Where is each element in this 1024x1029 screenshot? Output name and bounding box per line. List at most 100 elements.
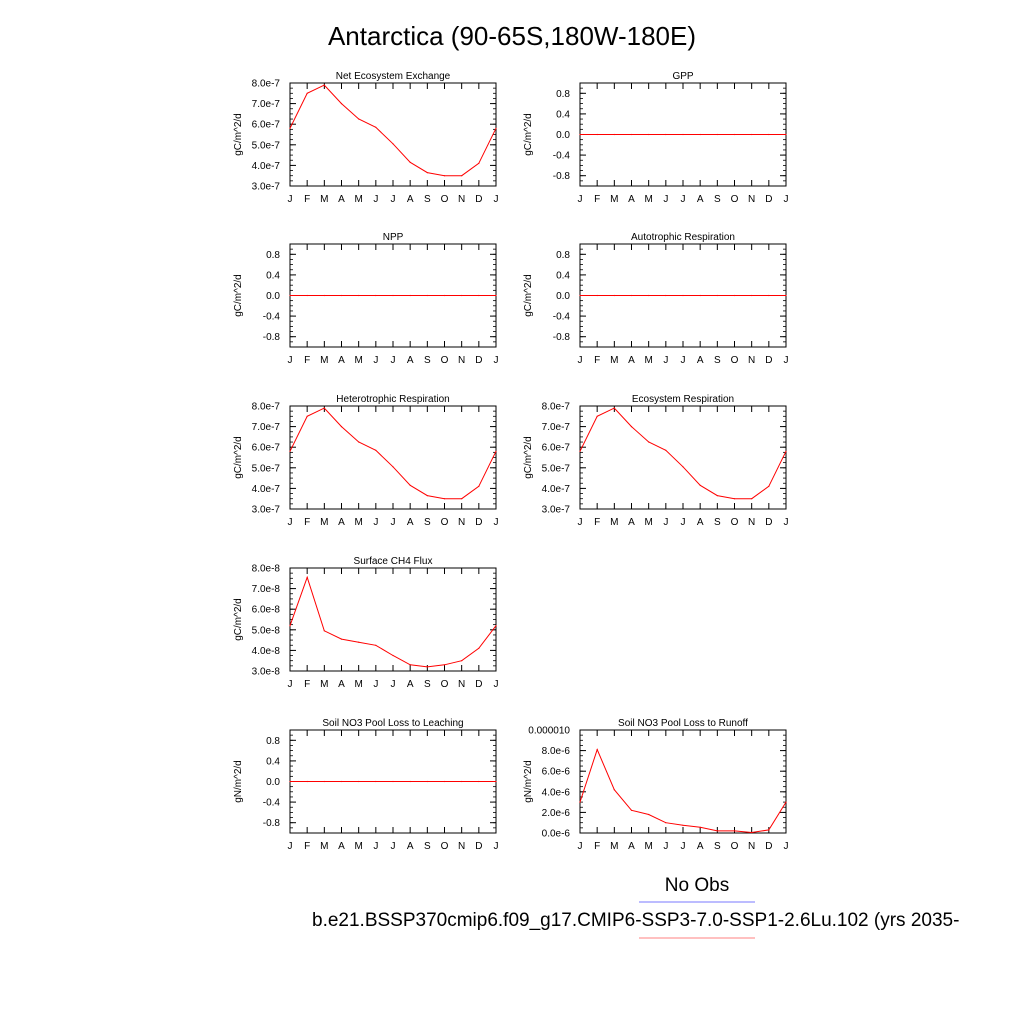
y-tick-label: 0.0 — [266, 777, 280, 788]
data-point — [392, 466, 394, 468]
x-tick-label: M — [354, 517, 362, 528]
x-tick-label: J — [391, 355, 396, 366]
x-tick-label: M — [354, 194, 362, 205]
y-tick-label: 3.0e-8 — [252, 667, 281, 678]
data-point — [630, 133, 633, 136]
x-tick-label: A — [338, 679, 345, 690]
x-tick-label: M — [610, 841, 618, 852]
figure-title: Antarctica (90-65S,180W-180E) — [328, 21, 696, 51]
x-tick-label: M — [320, 679, 328, 690]
panel-title: Soil NO3 Pool Loss to Leaching — [322, 718, 463, 729]
x-tick-label: F — [594, 194, 600, 205]
x-tick-label: M — [644, 517, 652, 528]
data-point — [751, 498, 753, 500]
plot-frame — [289, 82, 497, 187]
x-tick-label: J — [663, 355, 668, 366]
plot-frame — [579, 405, 787, 510]
data-point — [426, 780, 428, 783]
y-tick-label: 4.0e-7 — [542, 484, 571, 495]
data-point — [289, 780, 291, 783]
data-point — [358, 441, 360, 443]
x-tick-label: J — [784, 194, 789, 205]
data-point — [478, 485, 480, 487]
x-tick-label: S — [714, 355, 721, 366]
data-point — [665, 449, 667, 451]
y-tick-label: 0.4 — [266, 756, 280, 767]
y-tick-label: 7.0e-8 — [252, 584, 281, 595]
data-point — [733, 294, 736, 297]
x-tick-label: M — [320, 355, 328, 366]
x-tick-label: A — [628, 517, 635, 528]
x-tick-label: J — [784, 355, 789, 366]
x-tick-label: A — [697, 355, 704, 366]
x-tick-label: O — [441, 355, 449, 366]
data-point — [751, 133, 753, 136]
x-tick-label: J — [681, 194, 686, 205]
data-point — [478, 780, 480, 783]
x-tick-label: N — [458, 194, 465, 205]
data-point — [768, 294, 770, 297]
chart-panel: Ecosystem Respiration gC/m^2/d 3.0e-7 4.0e-… — [523, 394, 789, 528]
y-axis-label: gC/m^2/d — [523, 436, 534, 479]
data-point — [665, 133, 667, 136]
data-point — [699, 484, 701, 486]
x-tick-label: J — [494, 679, 499, 690]
data-point — [289, 294, 291, 297]
y-tick-label: 4.0e-8 — [252, 646, 281, 657]
data-point — [478, 647, 480, 649]
data-point — [785, 133, 787, 136]
y-tick-label: 0.4 — [556, 270, 570, 281]
data-point — [648, 133, 650, 136]
y-axis-label: gC/m^2/d — [233, 436, 244, 479]
data-point — [596, 749, 598, 751]
data-point — [630, 426, 633, 428]
x-tick-label: S — [714, 517, 721, 528]
y-tick-label: -0.8 — [553, 171, 571, 182]
x-tick-label: D — [475, 841, 482, 852]
x-tick-label: S — [424, 355, 431, 366]
data-point — [665, 822, 667, 824]
x-tick-label: O — [441, 194, 449, 205]
x-tick-label: A — [407, 517, 414, 528]
data-point — [323, 294, 325, 297]
data-point — [340, 294, 343, 297]
data-point — [375, 126, 377, 128]
y-tick-label: -0.4 — [263, 798, 281, 809]
data-point — [306, 780, 308, 783]
data-point — [461, 498, 463, 500]
x-tick-label: F — [594, 841, 600, 852]
x-tick-label: S — [714, 194, 721, 205]
plot-frame — [289, 405, 497, 510]
x-tick-label: M — [320, 517, 328, 528]
x-tick-label: A — [407, 194, 414, 205]
legend-label-model: b.e21.BSSP370cmip6.f09_g17.CMIP6-SSP3-7.… — [312, 910, 959, 931]
x-tick-label: D — [765, 194, 772, 205]
data-point — [630, 809, 633, 811]
x-tick-label: J — [494, 517, 499, 528]
y-axis-label: gN/m^2/d — [523, 760, 534, 803]
data-point — [358, 294, 360, 297]
data-point — [323, 84, 325, 86]
x-tick-label: S — [424, 679, 431, 690]
x-tick-label: J — [373, 841, 378, 852]
x-tick-label: J — [578, 355, 583, 366]
data-point — [699, 294, 701, 297]
y-tick-label: 6.0e-7 — [252, 120, 281, 131]
y-tick-label: 5.0e-8 — [252, 625, 281, 636]
x-tick-label: A — [407, 841, 414, 852]
data-point — [648, 294, 650, 297]
data-point — [751, 294, 753, 297]
y-tick-label: -0.4 — [263, 312, 281, 323]
panel-title: Surface CH4 Flux — [354, 556, 433, 567]
data-point — [699, 133, 701, 136]
x-tick-label: O — [441, 679, 449, 690]
x-tick-label: M — [354, 355, 362, 366]
data-point — [443, 780, 446, 783]
data-point — [409, 161, 411, 163]
series-line — [579, 407, 787, 500]
x-tick-label: J — [681, 841, 686, 852]
panel-title: Autotrophic Respiration — [631, 232, 735, 243]
y-tick-label: 5.0e-7 — [542, 463, 571, 474]
x-tick-label: S — [424, 841, 431, 852]
